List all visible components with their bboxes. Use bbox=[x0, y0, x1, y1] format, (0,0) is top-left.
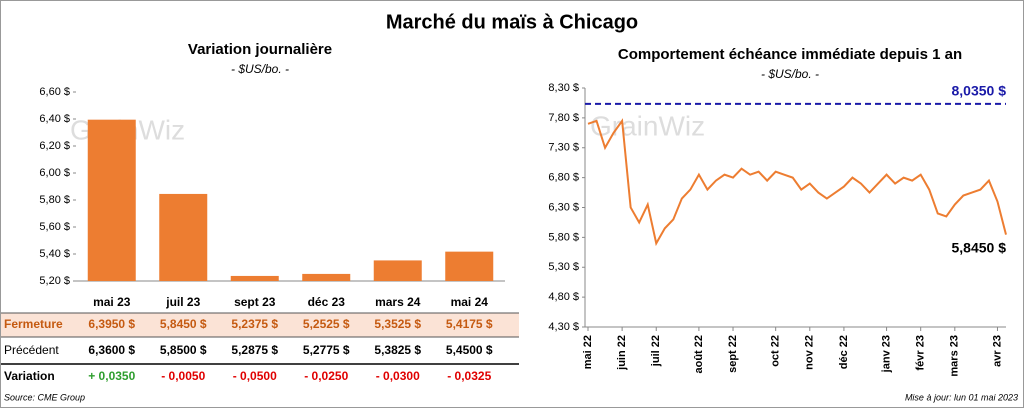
line-title: Comportement échéance immédiate depuis 1… bbox=[618, 46, 962, 63]
x-tick-label: oct 22 bbox=[770, 335, 782, 367]
main-title: Marché du maïs à Chicago bbox=[386, 11, 638, 33]
table-cell: 5,2775 $ bbox=[303, 343, 350, 357]
x-tick-label: mars 24 bbox=[375, 295, 421, 309]
last-value-label: 5,8450 $ bbox=[952, 239, 1007, 255]
x-tick-label: mai 23 bbox=[93, 295, 131, 309]
line-subtitle: - $US/bo. - bbox=[761, 67, 819, 81]
y-tick-label: 7,30 $ bbox=[548, 142, 579, 154]
y-tick-label: 5,30 $ bbox=[548, 261, 579, 273]
y-tick-label: 4,30 $ bbox=[548, 321, 579, 333]
x-tick-label: nov 22 bbox=[804, 335, 816, 370]
fermeture-row-bg bbox=[1, 313, 519, 337]
bar bbox=[373, 260, 422, 281]
y-tick-label: 5,40 $ bbox=[39, 248, 70, 260]
row-label: Fermeture bbox=[4, 317, 63, 331]
bar bbox=[87, 119, 136, 281]
row-label: Précédent bbox=[4, 343, 59, 357]
value-label: 5,2375 $ bbox=[231, 317, 278, 331]
bar bbox=[230, 275, 279, 281]
table-cell: 5,2875 $ bbox=[231, 343, 278, 357]
x-tick-label: avr 23 bbox=[991, 335, 1003, 367]
table-cell: - 0,0300 bbox=[376, 369, 420, 383]
table-cell: - 0,0325 bbox=[447, 369, 491, 383]
x-tick-label: sept 23 bbox=[234, 295, 276, 309]
x-tick-label: sept 22 bbox=[727, 335, 739, 373]
bar-title: Variation journalière bbox=[188, 41, 332, 58]
y-tick-label: 4,80 $ bbox=[548, 291, 579, 303]
value-label: 5,3525 $ bbox=[374, 317, 421, 331]
y-tick-label: 6,00 $ bbox=[39, 167, 70, 179]
y-tick-label: 6,20 $ bbox=[39, 140, 70, 152]
table-cell: - 0,0050 bbox=[161, 369, 205, 383]
x-tick-label: févr 23 bbox=[915, 335, 927, 370]
table-cell: - 0,0500 bbox=[233, 369, 277, 383]
reference-label: 8,0350 $ bbox=[952, 83, 1007, 99]
x-tick-label: juil 22 bbox=[650, 335, 662, 367]
price-line bbox=[587, 118, 1007, 247]
x-tick-label: juil 23 bbox=[165, 295, 200, 309]
watermark: GrainWiz bbox=[590, 110, 705, 141]
x-tick-label: mai 22 bbox=[582, 335, 594, 369]
y-tick-label: 6,30 $ bbox=[548, 201, 579, 213]
x-tick-label: déc 22 bbox=[838, 335, 850, 369]
y-tick-label: 6,60 $ bbox=[39, 86, 70, 98]
table-cell: 6,3600 $ bbox=[88, 343, 135, 357]
value-label: 5,4175 $ bbox=[446, 317, 493, 331]
y-tick-label: 5,80 $ bbox=[548, 231, 579, 243]
y-tick-label: 6,80 $ bbox=[548, 172, 579, 184]
table-cell: 5,8500 $ bbox=[160, 343, 207, 357]
row-label: Variation bbox=[4, 369, 55, 383]
value-label: 5,8450 $ bbox=[160, 317, 207, 331]
table-cell: 5,4500 $ bbox=[446, 343, 493, 357]
y-tick-label: 5,60 $ bbox=[39, 221, 70, 233]
y-tick-label: 8,30 $ bbox=[548, 82, 579, 94]
source: Source: CME Group bbox=[4, 392, 85, 402]
x-tick-label: mai 24 bbox=[451, 295, 489, 309]
value-label: 6,3950 $ bbox=[88, 317, 135, 331]
bar bbox=[159, 193, 208, 281]
bar-subtitle: - $US/bo. - bbox=[231, 62, 289, 76]
x-tick-label: mars 23 bbox=[949, 335, 961, 377]
table-cell: 5,3825 $ bbox=[374, 343, 421, 357]
x-tick-label: juin 22 bbox=[616, 335, 628, 371]
bar bbox=[302, 273, 351, 281]
y-tick-label: 5,20 $ bbox=[39, 275, 70, 287]
value-label: 5,2525 $ bbox=[303, 317, 350, 331]
table-cell: - 0,0250 bbox=[304, 369, 348, 383]
updated: Mise à jour: lun 01 mai 2023 bbox=[905, 392, 1018, 402]
y-tick-label: 5,80 $ bbox=[39, 194, 70, 206]
y-tick-label: 7,80 $ bbox=[548, 112, 579, 124]
table-cell: + 0,0350 bbox=[88, 369, 135, 383]
bar bbox=[445, 251, 494, 281]
x-tick-label: janv 23 bbox=[880, 335, 892, 373]
y-tick-label: 6,40 $ bbox=[39, 113, 70, 125]
x-tick-label: déc 23 bbox=[308, 295, 346, 309]
x-tick-label: août 22 bbox=[693, 335, 705, 374]
